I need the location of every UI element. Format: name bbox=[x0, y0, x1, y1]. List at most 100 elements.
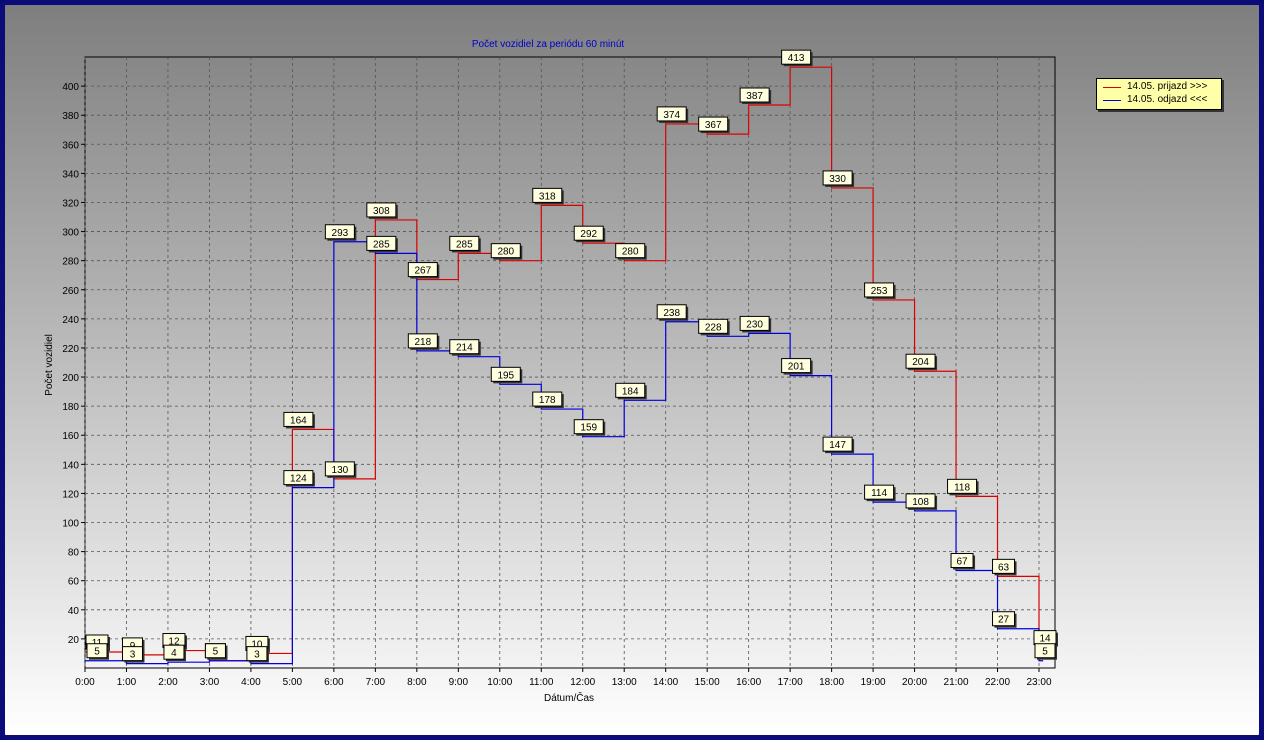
y-tick-label: 340 bbox=[62, 169, 79, 180]
x-tick-label: 17:00 bbox=[778, 677, 803, 688]
data-label-text: 130 bbox=[332, 465, 349, 476]
data-label: 178 bbox=[532, 391, 564, 409]
plot-area-border bbox=[84, 56, 1056, 669]
data-label: 3 bbox=[246, 646, 269, 663]
data-label-text: 12 bbox=[168, 637, 180, 648]
data-label-box bbox=[739, 87, 770, 103]
data-label-text: 293 bbox=[332, 228, 349, 239]
data-label: 267 bbox=[407, 262, 440, 279]
data-label-box bbox=[781, 49, 812, 65]
data-label-box bbox=[992, 611, 1016, 627]
data-label: 374 bbox=[656, 106, 689, 123]
data-label-box bbox=[864, 282, 895, 298]
x-tick-label: 15:00 bbox=[695, 677, 720, 688]
data-label: 118 bbox=[947, 478, 979, 496]
data-label-box bbox=[615, 243, 646, 259]
data-label-text: 218 bbox=[414, 337, 431, 348]
data-label: 5 bbox=[1034, 643, 1057, 660]
data-label-text: 3 bbox=[130, 650, 136, 661]
x-tick-label: 3:00 bbox=[200, 677, 220, 688]
data-label: 285 bbox=[449, 235, 481, 253]
x-tick-label: 22:00 bbox=[985, 677, 1010, 688]
x-tick-label: 13:00 bbox=[612, 677, 637, 688]
data-label-box bbox=[947, 478, 978, 494]
data-label-text: 14 bbox=[1039, 634, 1051, 645]
data-label: 124 bbox=[283, 470, 315, 487]
data-label-box bbox=[905, 493, 936, 509]
data-label-box bbox=[407, 333, 438, 349]
data-label: 3 bbox=[121, 646, 145, 663]
data-label-text: 228 bbox=[705, 322, 722, 333]
data-label-text: 4 bbox=[171, 648, 177, 659]
data-label-box bbox=[656, 106, 687, 122]
data-label: 318 bbox=[532, 187, 564, 205]
data-label-box bbox=[449, 235, 480, 251]
data-label: 4 bbox=[163, 644, 186, 662]
data-label: 5 bbox=[86, 643, 109, 660]
y-tick-label: 100 bbox=[62, 519, 79, 530]
data-label-box bbox=[283, 411, 314, 427]
x-tick-label: 18:00 bbox=[819, 677, 844, 688]
y-tick-label: 320 bbox=[62, 198, 79, 209]
data-label-box bbox=[283, 470, 314, 486]
axes: 2040608010012014016018020022024026028030… bbox=[62, 82, 1052, 688]
data-label-text: 5 bbox=[213, 647, 219, 658]
data-label-box bbox=[324, 461, 355, 477]
data-label-box bbox=[950, 553, 974, 569]
data-label-box bbox=[407, 262, 438, 278]
data-label-text: 280 bbox=[622, 247, 639, 258]
data-label-text: 5 bbox=[1042, 647, 1048, 658]
data-label: 108 bbox=[905, 493, 938, 510]
x-tick-label: 16:00 bbox=[736, 677, 761, 688]
y-tick-label: 180 bbox=[62, 402, 79, 413]
data-label: 238 bbox=[656, 304, 689, 321]
data-label-text: 147 bbox=[829, 440, 846, 451]
data-label-text: 184 bbox=[622, 386, 639, 397]
y-tick-label: 60 bbox=[68, 577, 80, 588]
data-label-box bbox=[698, 318, 729, 334]
data-label-box bbox=[532, 391, 563, 407]
y-tick-label: 40 bbox=[68, 606, 80, 617]
y-tick-label: 80 bbox=[68, 548, 80, 559]
data-label-text: 67 bbox=[956, 557, 968, 568]
data-label: 293 bbox=[324, 224, 357, 241]
data-label: 130 bbox=[324, 461, 357, 478]
x-tick-label: 2:00 bbox=[158, 677, 178, 688]
legend-label-prijazd: 14.05. prijazd >>> bbox=[1127, 81, 1208, 92]
y-tick-label: 120 bbox=[62, 489, 79, 500]
data-label: 230 bbox=[739, 315, 772, 333]
data-label-box bbox=[905, 353, 936, 369]
data-label: 5 bbox=[204, 643, 228, 660]
data-label: 201 bbox=[781, 358, 813, 375]
data-label: 159 bbox=[573, 419, 606, 436]
data-label-text: 63 bbox=[998, 562, 1010, 573]
data-label-box bbox=[204, 643, 226, 659]
legend: 14.05. prijazd >>> 14.05. odjazd <<< bbox=[1096, 78, 1222, 110]
data-label-text: 204 bbox=[912, 357, 929, 368]
data-label: 253 bbox=[864, 282, 896, 299]
data-label-text: 285 bbox=[373, 239, 390, 250]
data-label-box bbox=[163, 644, 185, 660]
data-label-box bbox=[739, 315, 770, 331]
data-label: 218 bbox=[407, 333, 440, 350]
data-label-box bbox=[449, 339, 480, 355]
data-label-box bbox=[781, 358, 812, 374]
data-label-box bbox=[366, 202, 397, 218]
data-label: 367 bbox=[698, 116, 730, 134]
data-label-box bbox=[698, 116, 729, 132]
data-label-text: 253 bbox=[871, 286, 888, 297]
data-label-text: 230 bbox=[746, 319, 763, 330]
x-tick-label: 5:00 bbox=[283, 677, 303, 688]
data-label-text: 164 bbox=[290, 415, 307, 426]
data-label: 63 bbox=[992, 558, 1017, 576]
data-label-text: 285 bbox=[456, 239, 473, 250]
x-tick-label: 0:00 bbox=[75, 677, 95, 688]
data-label: 308 bbox=[366, 202, 398, 219]
data-label-text: 413 bbox=[788, 53, 805, 64]
y-tick-label: 20 bbox=[68, 635, 80, 646]
data-label-text: 367 bbox=[705, 120, 722, 131]
line-chart: 2040608010012014016018020022024026028030… bbox=[5, 5, 1259, 735]
x-tick-label: 6:00 bbox=[324, 677, 344, 688]
data-label: 204 bbox=[905, 353, 938, 371]
